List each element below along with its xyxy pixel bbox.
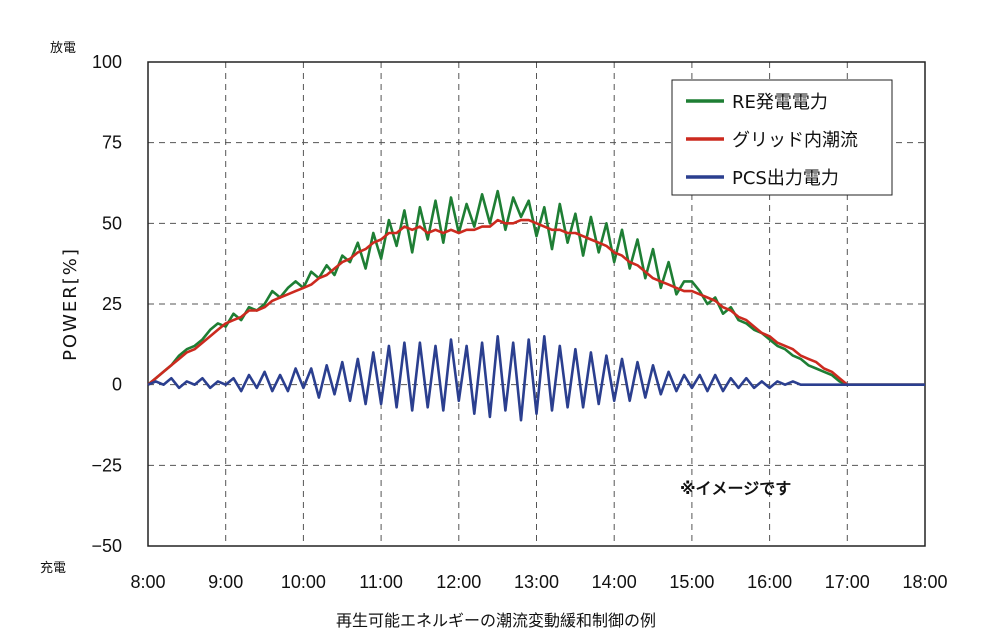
y-tick-label: 100: [92, 52, 122, 72]
plot-area-frame: [147, 61, 926, 547]
y-tick-label: 75: [102, 133, 122, 153]
legend-label-pcs: PCS出力電力: [732, 168, 839, 189]
y-tick-label: 50: [102, 213, 122, 233]
y-tick-label: 25: [102, 294, 122, 314]
legend-label-re: RE発電電力: [732, 92, 828, 113]
y-bottom-label: 充電: [40, 560, 66, 576]
series-re-line: [147, 189, 925, 387]
series-layer: [147, 189, 925, 422]
series-pcs-line: [147, 334, 925, 422]
x-tick-label: 13:00: [514, 572, 559, 592]
y-axis-label: POWER[%]: [60, 247, 81, 361]
x-tick-label: 14:00: [592, 572, 637, 592]
x-tick-label: 9:00: [208, 572, 243, 592]
x-tick-label: 15:00: [669, 572, 714, 592]
x-tick-label: 16:00: [747, 572, 792, 592]
y-top-label: 放電: [50, 41, 76, 56]
annotation-image-only: ※イメージです: [680, 479, 791, 498]
x-tick-label: 18:00: [902, 572, 947, 592]
legend-label-grid: グリッド内潮流: [732, 130, 858, 151]
series-grid-line: [147, 218, 925, 387]
x-tick-label: 17:00: [825, 572, 870, 592]
y-tick-label: −50: [91, 536, 122, 556]
y-tick-label: −25: [91, 455, 122, 475]
x-tick-labels: 8:00 9:00 10:00 11:00 12:00 13:00 14:00 15:00 16…: [130, 572, 947, 592]
x-tick-label: 10:00: [281, 572, 326, 592]
legend: RE発電電力 グリッド内潮流 PCS出力電力: [671, 79, 893, 196]
y-tick-labels: 100 75 50 25 0 −25 −50: [91, 52, 122, 556]
y-tick-label: 0: [112, 375, 122, 395]
x-tick-label: 8:00: [130, 572, 165, 592]
x-tick-label: 11:00: [359, 572, 403, 592]
figure-caption: 再生可能エネルギーの潮流変動緩和制御の例: [336, 611, 656, 630]
x-tick-label: 12:00: [436, 572, 481, 592]
